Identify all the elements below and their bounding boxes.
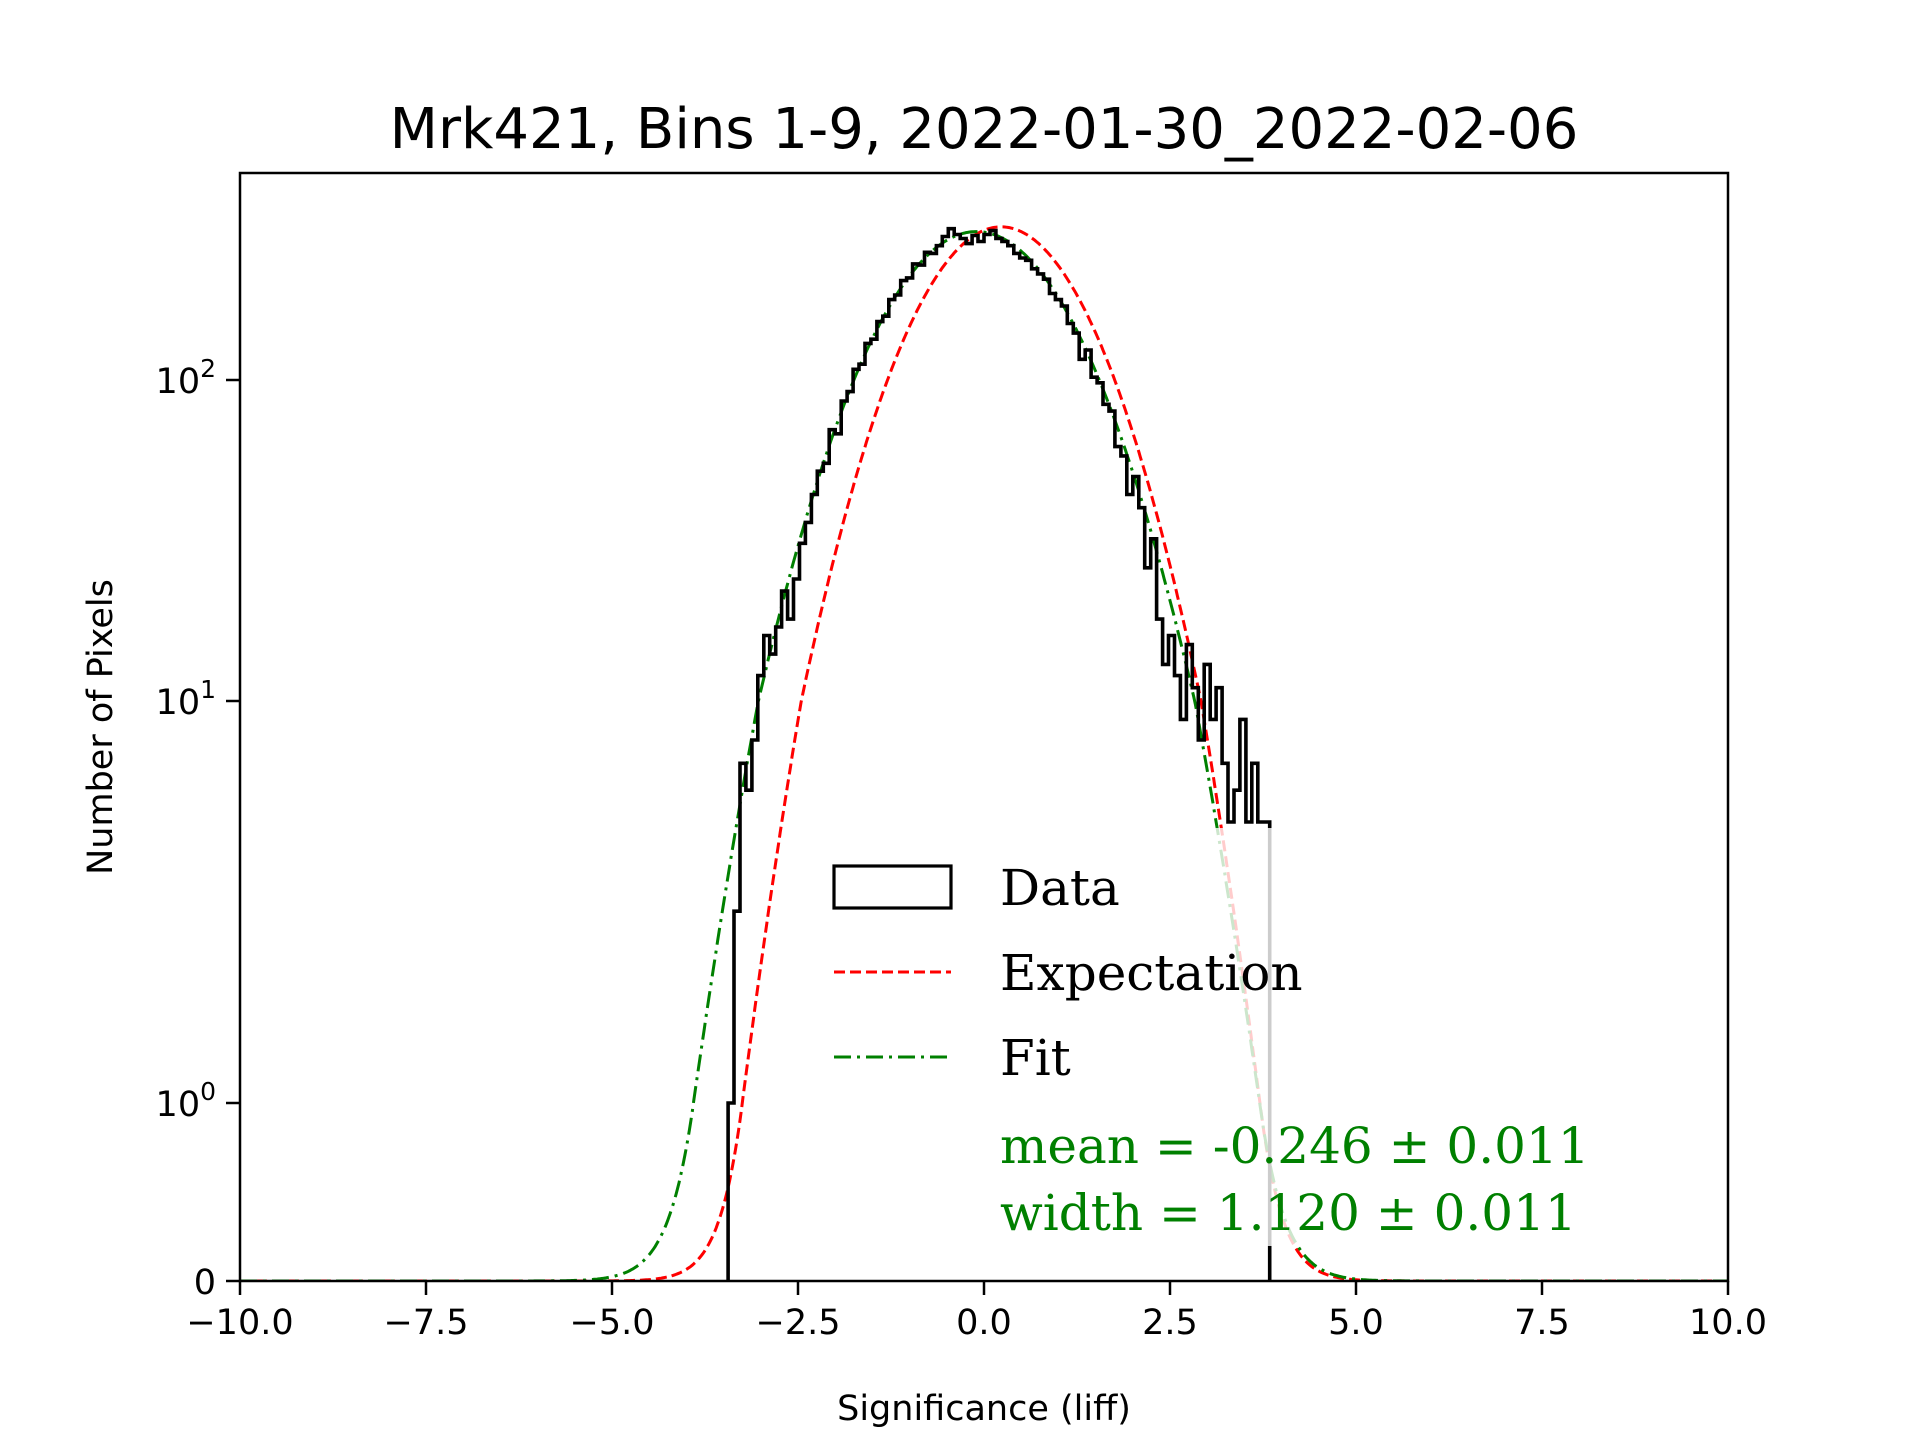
x-tick-label: −2.5 (756, 1303, 841, 1343)
y-tick-label: 102 (156, 354, 216, 402)
legend-label-expectation: Expectation (1000, 944, 1303, 1002)
annotation-mean: mean = -0.246 ± 0.011 (1000, 1117, 1590, 1175)
annotation-width: width = 1.120 ± 0.011 (1000, 1184, 1577, 1242)
y-axis: 0 100 101 102 (156, 354, 240, 1303)
x-axis: −10.0 −7.5 −5.0 −2.5 0.0 2.5 5.0 7.5 10.0 (186, 1281, 1767, 1343)
x-tick-label: −7.5 (384, 1303, 469, 1343)
curve-fit (240, 230, 1728, 1281)
y-tick-label: 101 (156, 675, 216, 723)
x-tick-label: 0.0 (956, 1303, 1012, 1343)
x-tick-label: −10.0 (186, 1303, 293, 1343)
y-tick-label: 0 (194, 1263, 216, 1303)
histogram-data (726, 226, 1272, 1281)
x-tick-label: 7.5 (1514, 1303, 1570, 1343)
plot-area (238, 171, 1730, 1283)
x-tick-label: −5.0 (570, 1303, 655, 1343)
x-tick-label: 2.5 (1142, 1303, 1198, 1343)
x-axis-label: Significance (liff) (837, 1389, 1131, 1429)
legend-label-data: Data (1000, 859, 1120, 917)
legend: Data Expectation Fit mean = -0.246 ± 0.0… (832, 859, 1590, 1242)
legend-label-fit: Fit (1000, 1029, 1071, 1087)
legend-background (808, 828, 1708, 1246)
x-tick-label: 5.0 (1328, 1303, 1384, 1343)
y-axis-label: Number of Pixels (81, 579, 121, 875)
y-tick-label: 100 (156, 1077, 216, 1125)
chart-title: Mrk421, Bins 1-9, 2022-01-30_2022-02-06 (390, 97, 1579, 162)
x-tick-label: 10.0 (1689, 1303, 1767, 1343)
legend-data-swatch (832, 864, 953, 910)
